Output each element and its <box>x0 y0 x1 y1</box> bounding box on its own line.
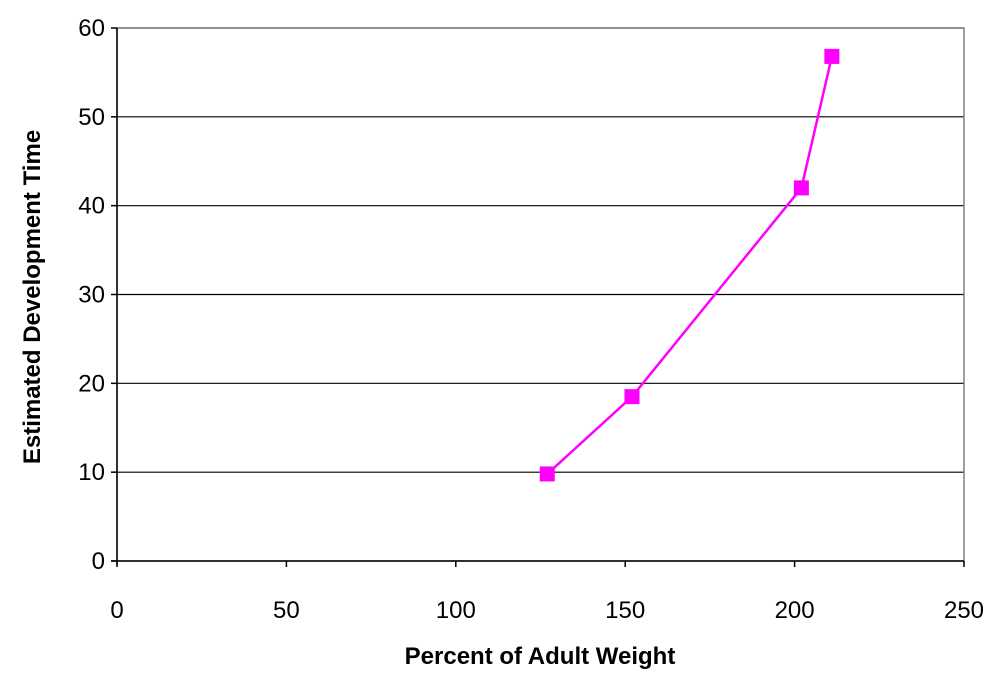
y-tick-label: 40 <box>78 193 105 220</box>
x-tick-label: 100 <box>436 597 476 624</box>
data-point-marker <box>539 466 555 482</box>
series <box>539 48 840 482</box>
x-tick-label: 200 <box>775 597 815 624</box>
x-tick-label: 0 <box>110 597 123 624</box>
y-tick-label: 30 <box>78 282 105 309</box>
y-tick-label: 0 <box>92 548 105 575</box>
data-point-marker <box>824 48 840 64</box>
y-tick-label: 60 <box>78 15 105 42</box>
y-tick-label: 20 <box>78 370 105 397</box>
axes: 0 10 20 30 40 50 60 0 50 100 150 200 250 <box>78 15 984 624</box>
series-line <box>546 56 834 475</box>
x-tick-label: 250 <box>944 597 984 624</box>
x-axis-title: Percent of Adult Weight <box>405 643 676 670</box>
y-tick-label: 50 <box>78 104 105 131</box>
x-tick-label: 150 <box>605 597 645 624</box>
y-axis-title: Estimated Development Time <box>19 130 46 464</box>
y-tick-label: 10 <box>78 459 105 486</box>
x-tick-label: 50 <box>273 597 300 624</box>
gridlines <box>117 27 964 473</box>
data-point-marker <box>624 389 640 405</box>
data-point-marker <box>793 180 809 196</box>
